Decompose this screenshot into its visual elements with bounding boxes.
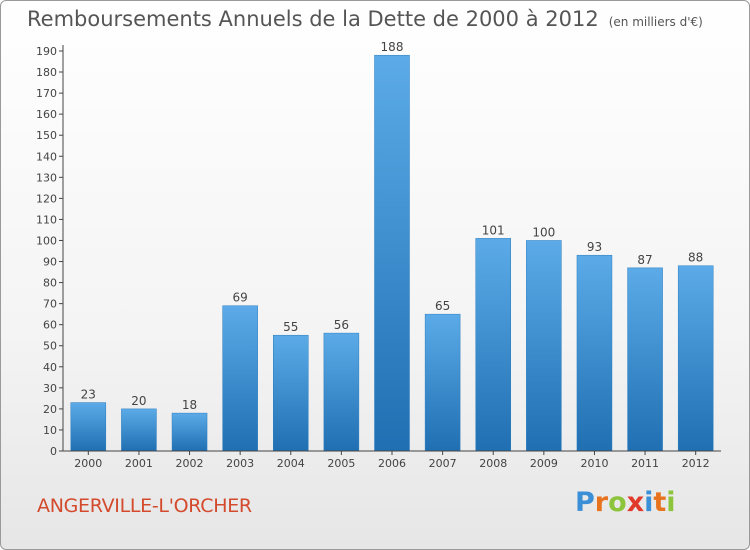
logo-letter: r: [594, 487, 609, 518]
x-tick-label: 2010: [580, 457, 608, 470]
x-tick-label: 2000: [74, 457, 102, 470]
x-tick-label: 2003: [226, 457, 254, 470]
x-tick-label: 2007: [429, 457, 457, 470]
y-tick-label: 30: [43, 382, 57, 395]
bar-value-label: 101: [482, 223, 505, 237]
x-tick-label: 2004: [277, 457, 305, 470]
y-tick-label: 40: [43, 361, 57, 374]
logo-letter: P: [575, 487, 595, 518]
bar-value-label: 88: [688, 251, 703, 265]
bar-value-label: 188: [381, 40, 404, 54]
y-tick-label: 120: [36, 192, 57, 205]
proxiti-logo: Proxiti: [575, 487, 676, 518]
bar-value-label: 69: [233, 291, 248, 305]
logo-letter: o: [608, 487, 627, 518]
bars: 23 20 18 69 55 56 188 65 101 100 93 87 88: [70, 40, 714, 452]
y-tick-label: 190: [36, 45, 57, 58]
y-tick-label: 130: [36, 171, 57, 184]
bar-value-label: 18: [182, 398, 197, 412]
y-tick-label: 50: [43, 340, 57, 353]
bar-value-label: 87: [637, 253, 652, 267]
y-axis: 0 10 20 30 40 50 60 70 80 90 100 110 120 130 140 150 160…: [36, 45, 64, 458]
bar-value-label: 100: [532, 225, 555, 239]
y-tick-label: 0: [50, 445, 57, 458]
y-tick-label: 110: [36, 213, 57, 226]
chart-unit: (en milliers d'€): [608, 15, 703, 29]
y-tick-label: 90: [43, 256, 57, 269]
bar-value-label: 65: [435, 299, 450, 313]
town-name: ANGERVILLE-L'ORCHER: [37, 495, 252, 517]
bar-value-label: 93: [587, 240, 602, 254]
y-tick-label: 150: [36, 129, 57, 142]
bar-2005: [323, 332, 360, 452]
y-tick-label: 10: [43, 424, 57, 437]
bar-2011: [627, 267, 663, 452]
y-tick-label: 70: [43, 298, 57, 311]
logo-letter: x: [626, 487, 645, 518]
bar-2012: [677, 265, 714, 452]
y-tick-label: 20: [43, 403, 57, 416]
y-tick-label: 180: [36, 66, 57, 79]
y-tick-label: 60: [43, 319, 57, 332]
logo-letter: i: [644, 487, 654, 518]
bar-2003: [222, 305, 258, 452]
bar-2006: [374, 54, 410, 452]
bar-2009: [526, 240, 562, 452]
bar-2008: [475, 238, 511, 452]
y-tick-label: 80: [43, 277, 57, 290]
bar-value-label: 20: [131, 394, 146, 408]
x-axis: 2000 2001 2002 2003 2004 2005 2006 2007 2008 2009…: [63, 450, 721, 470]
bar-2004: [273, 334, 309, 452]
x-tick-label: 2012: [682, 457, 710, 470]
bar-value-label: 55: [283, 320, 298, 334]
chart-title: Remboursements Annuels de la Dette de 20…: [27, 7, 703, 31]
bar-value-label: 56: [334, 318, 349, 332]
x-tick-label: 2002: [176, 457, 204, 470]
bar-2010: [576, 254, 613, 452]
x-tick-label: 2005: [327, 457, 355, 470]
y-tick-label: 100: [36, 234, 57, 247]
x-tick-label: 2001: [125, 457, 153, 470]
bar-2000: [70, 402, 107, 452]
bar-2002: [171, 412, 208, 452]
y-tick-label: 160: [36, 108, 57, 121]
logo-letter: t: [653, 487, 667, 518]
x-tick-label: 2009: [530, 457, 558, 470]
y-tick-label: 170: [36, 87, 57, 100]
y-tick-label: 140: [36, 150, 57, 163]
logo-letter: i: [666, 487, 676, 518]
bar-2001: [121, 408, 157, 452]
x-tick-label: 2008: [479, 457, 507, 470]
bar-2007: [424, 313, 461, 452]
x-tick-label: 2011: [631, 457, 659, 470]
x-tick-label: 2006: [378, 457, 406, 470]
bar-value-label: 23: [81, 388, 96, 402]
